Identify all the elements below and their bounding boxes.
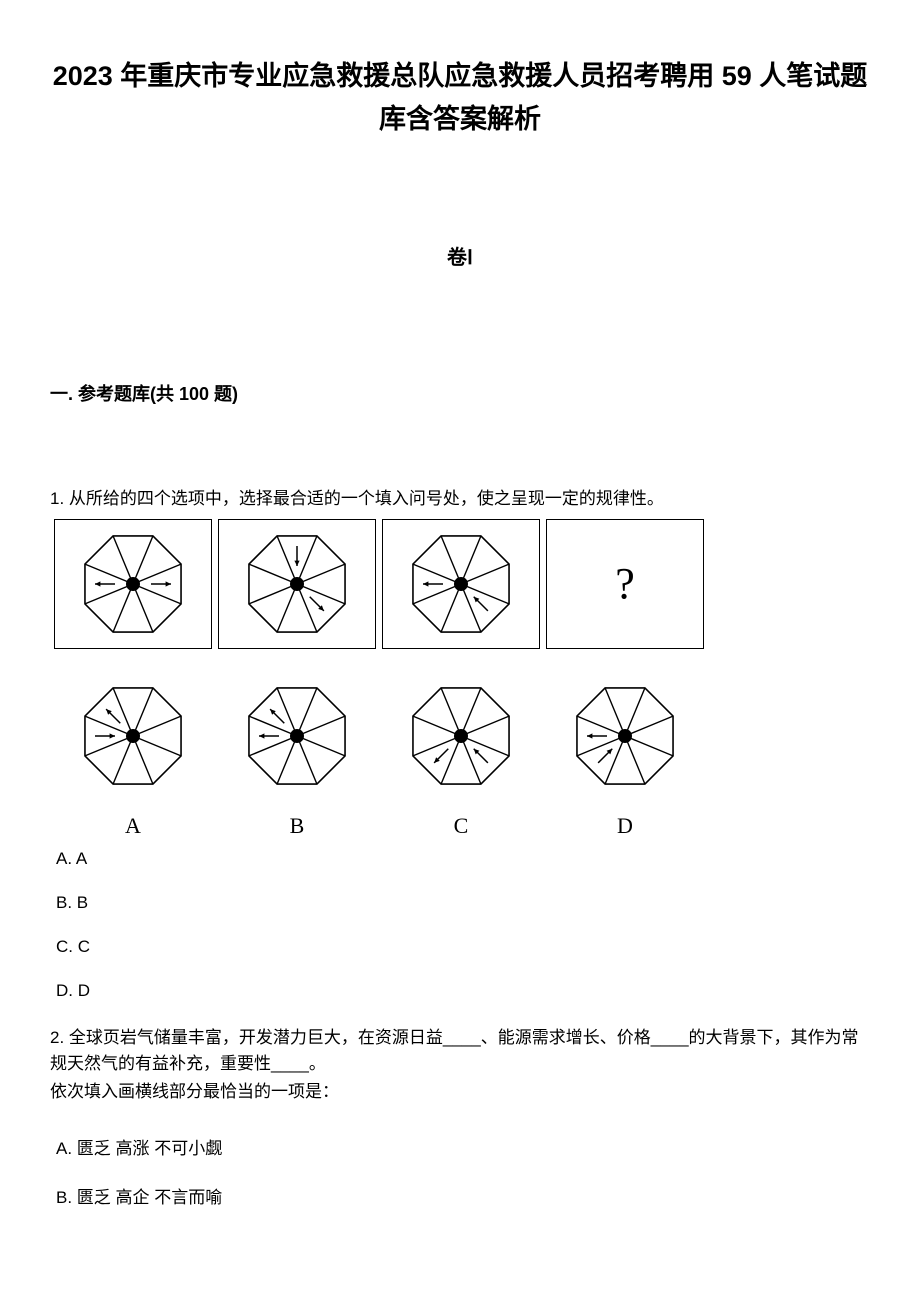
q1-fig-1 — [54, 519, 212, 649]
label-a: A — [54, 813, 212, 839]
q2-block: 2. 全球页岩气储量丰富，开发潜力巨大，在资源日益____、能源需求增长、价格_… — [50, 1025, 870, 1208]
q1-opt-d-fig — [546, 667, 704, 805]
q1-opt-c-fig — [382, 667, 540, 805]
q1-fig-2 — [218, 519, 376, 649]
label-c: C — [382, 813, 540, 839]
q1-figure-row-1: ? — [54, 519, 870, 649]
q1-option-labels: A B C D — [54, 813, 870, 839]
paper-volume: 卷Ⅰ — [50, 241, 870, 270]
q1-fig-qmark: ? — [546, 519, 704, 649]
q1-option-d: D. D — [56, 981, 870, 1001]
page-title: 2023 年重庆市专业应急救援总队应急救援人员招考聘用 59 人笔试题库含答案解… — [50, 55, 870, 141]
q2-subtext: 依次填入画横线部分最恰当的一项是： — [50, 1079, 870, 1105]
q1-fig-3 — [382, 519, 540, 649]
label-b: B — [218, 813, 376, 839]
q1-opt-a-fig — [54, 667, 212, 805]
q1-figure-row-2 — [54, 667, 870, 805]
section-header: 一. 参考题库(共 100 题) — [50, 380, 870, 406]
label-d: D — [546, 813, 704, 839]
q1-option-c: C. C — [56, 937, 870, 957]
q2-option-a: A. 匮乏 高涨 不可小觑 — [56, 1134, 870, 1159]
q1-opt-b-fig — [218, 667, 376, 805]
q2-option-b: B. 匮乏 高企 不言而喻 — [56, 1183, 870, 1208]
q2-text: 2. 全球页岩气储量丰富，开发潜力巨大，在资源日益____、能源需求增长、价格_… — [50, 1025, 870, 1078]
q1-text: 1. 从所给的四个选项中，选择最合适的一个填入问号处，使之呈现一定的规律性。 — [50, 486, 870, 512]
q1-option-b: B. B — [56, 893, 870, 913]
question-mark-icon: ? — [615, 558, 635, 609]
q1-option-a: A. A — [56, 849, 870, 869]
